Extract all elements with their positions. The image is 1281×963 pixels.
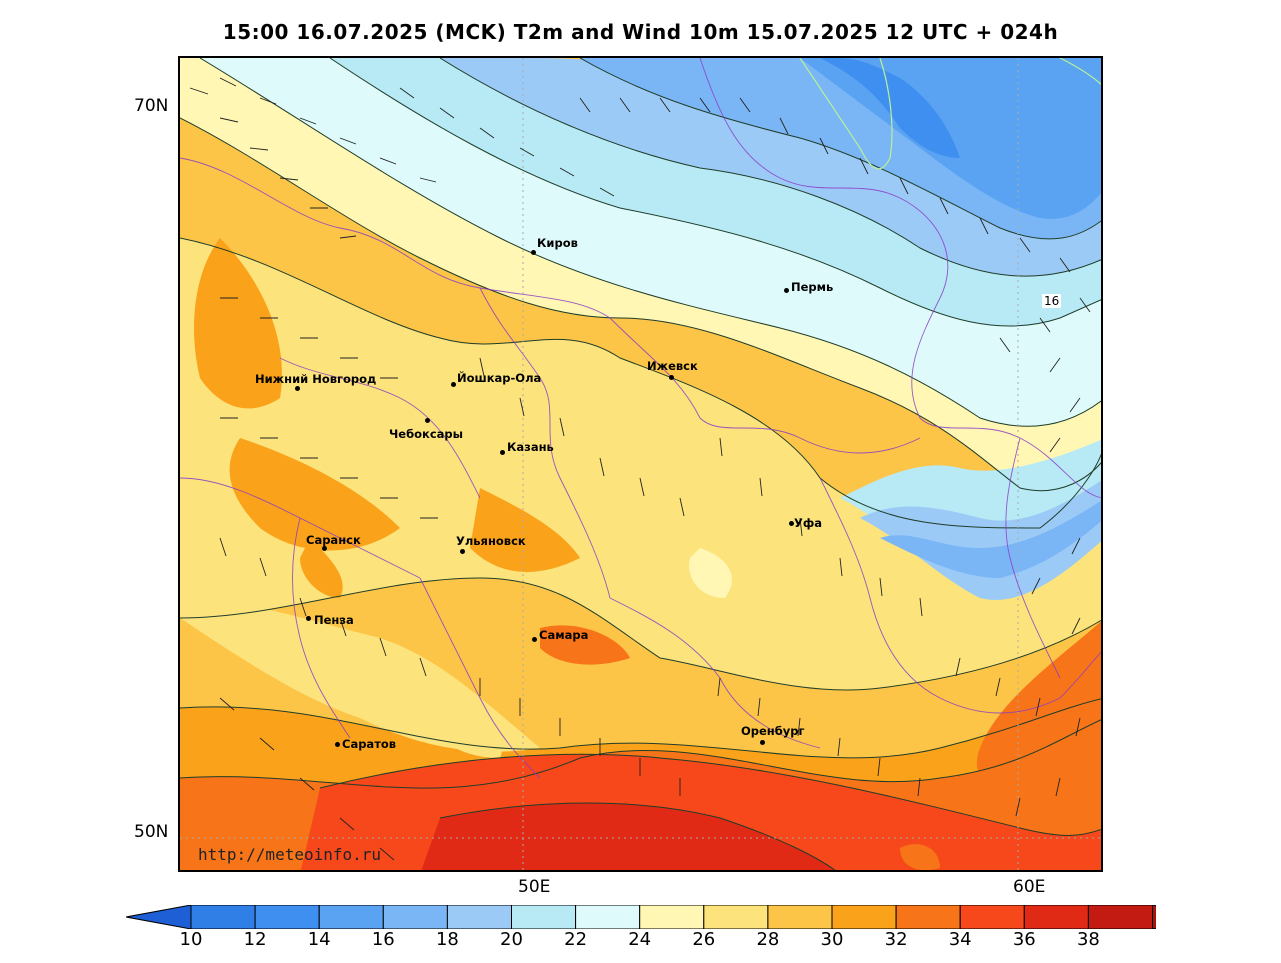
city-cheboksary: Чебоксары [389,427,464,441]
city-izhevsk: Ижевск [647,359,698,373]
city-marker-perm [784,288,789,293]
colorbar-cell [639,905,705,929]
colorbar-cell [382,905,448,929]
colorbar-tick-label: 34 [948,929,972,950]
city-perm: Пермь [791,280,834,294]
colorbar-under-triangle [126,905,192,929]
colorbar-cell [767,905,833,929]
city-nizhny: Нижний Новгород [255,372,377,386]
city-marker-yoshkar [451,382,456,387]
city-marker-saransk [322,546,327,551]
city-marker-izhevsk [669,375,674,380]
lon-label-60e: 60E [1013,877,1046,897]
city-marker-cheboksary [425,418,430,423]
temperature-field [180,58,1101,870]
colorbar-cell [511,905,577,929]
city-marker-saratov [335,742,340,747]
colorbar-tick-label: 12 [243,929,267,950]
city-penza: Пенза [314,613,354,627]
colorbar-tick-label: 24 [628,929,652,950]
colorbar-cell [959,905,1025,929]
colorbar-cell [895,905,961,929]
source-url: http://meteoinfo.ru [198,845,382,864]
colorbar-cell [190,905,256,929]
temperature-colorbar [126,905,1156,929]
city-marker-nizhny [295,386,300,391]
city-marker-ufa [789,521,794,526]
city-marker-orenburg [760,740,765,745]
city-orenburg: Оренбург [741,724,805,738]
colorbar-tick-label: 20 [500,929,523,950]
city-kirov: Киров [537,236,578,250]
lat-label-50n: 50N [134,822,169,842]
colorbar-tick-label: 38 [1076,929,1100,950]
colorbar-tick-label: 36 [1012,929,1036,950]
city-marker-penza [306,616,311,621]
colorbar-tick-label: 16 [371,929,395,950]
lon-label-50e: 50E [518,877,551,897]
colorbar-cell [575,905,641,929]
colorbar-over-triangle [1152,905,1156,929]
colorbar-cell [703,905,769,929]
colorbar-cell [831,905,897,929]
colorbar-tick-label: 18 [435,929,459,950]
temperature-map: 16 Киров Пермь Нижний Новгород Йошкар-Ол… [178,56,1103,872]
city-ulyanovsk: Ульяновск [456,534,526,548]
city-marker-samara [532,637,537,642]
city-yoshkar: Йошкар-Ола [457,371,542,385]
colorbar-tick-label: 22 [564,929,588,950]
city-samara: Самара [539,628,589,642]
colorbar-tick-label: 28 [756,929,780,950]
city-ufa: Уфа [794,516,823,530]
colorbar-tick-label: 10 [179,929,203,950]
colorbar-cell [1023,905,1089,929]
colorbar-tick-label: 26 [692,929,716,950]
city-marker-kirov [531,250,536,255]
city-marker-kazan [500,450,505,455]
lat-label-70n: 70N [134,96,169,116]
contour-label-16: 16 [1042,294,1062,308]
colorbar-tick-label: 32 [884,929,908,950]
colorbar-tick-label: 30 [820,929,844,950]
colorbar-cell [254,905,320,929]
city-kazan: Казань [507,440,554,454]
colorbar-cell [446,905,512,929]
colorbar-tick-label: 14 [307,929,331,950]
city-marker-ulyanovsk [460,549,465,554]
colorbar-cell [1087,905,1154,929]
city-saransk: Саранск [306,533,361,547]
city-saratov: Саратов [342,737,397,751]
colorbar-cell [318,905,384,929]
map-title: 15:00 16.07.2025 (MCK) T2m and Wind 10m … [222,20,1059,44]
